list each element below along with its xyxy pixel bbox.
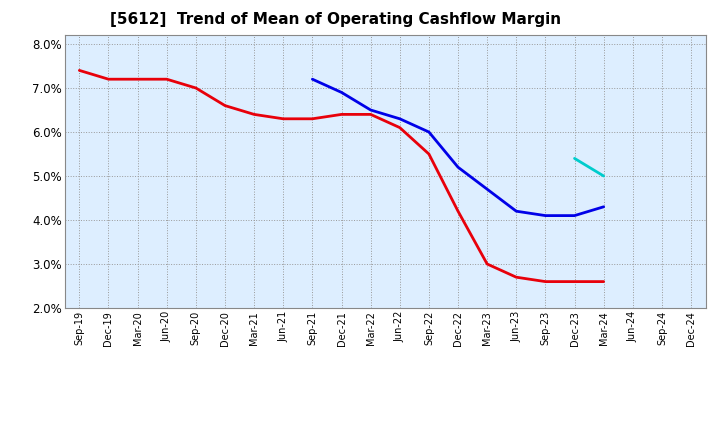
3 Years xyxy=(366,112,375,117)
5 Years xyxy=(599,204,608,209)
3 Years xyxy=(220,103,229,108)
5 Years xyxy=(541,213,550,218)
Line: 3 Years: 3 Years xyxy=(79,70,603,282)
Line: 7 Years: 7 Years xyxy=(575,158,603,176)
Text: [5612]  Trend of Mean of Operating Cashflow Margin: [5612] Trend of Mean of Operating Cashfl… xyxy=(109,12,561,27)
5 Years xyxy=(483,187,492,192)
5 Years xyxy=(454,165,462,170)
3 Years xyxy=(570,279,579,284)
3 Years xyxy=(192,85,200,91)
3 Years xyxy=(395,125,404,130)
Legend: 3 Years, 5 Years, 7 Years, 10 Years: 3 Years, 5 Years, 7 Years, 10 Years xyxy=(184,437,587,440)
5 Years xyxy=(570,213,579,218)
3 Years xyxy=(337,112,346,117)
3 Years xyxy=(483,261,492,267)
5 Years xyxy=(425,129,433,135)
3 Years xyxy=(75,68,84,73)
3 Years xyxy=(250,112,258,117)
3 Years xyxy=(163,77,171,82)
3 Years xyxy=(133,77,142,82)
3 Years xyxy=(512,275,521,280)
7 Years xyxy=(599,173,608,179)
3 Years xyxy=(599,279,608,284)
5 Years xyxy=(308,77,317,82)
3 Years xyxy=(541,279,550,284)
Line: 5 Years: 5 Years xyxy=(312,79,603,216)
5 Years xyxy=(366,107,375,113)
5 Years xyxy=(395,116,404,121)
3 Years xyxy=(279,116,287,121)
3 Years xyxy=(104,77,113,82)
3 Years xyxy=(454,209,462,214)
5 Years xyxy=(337,90,346,95)
3 Years xyxy=(308,116,317,121)
7 Years xyxy=(570,156,579,161)
3 Years xyxy=(425,151,433,157)
5 Years xyxy=(512,209,521,214)
